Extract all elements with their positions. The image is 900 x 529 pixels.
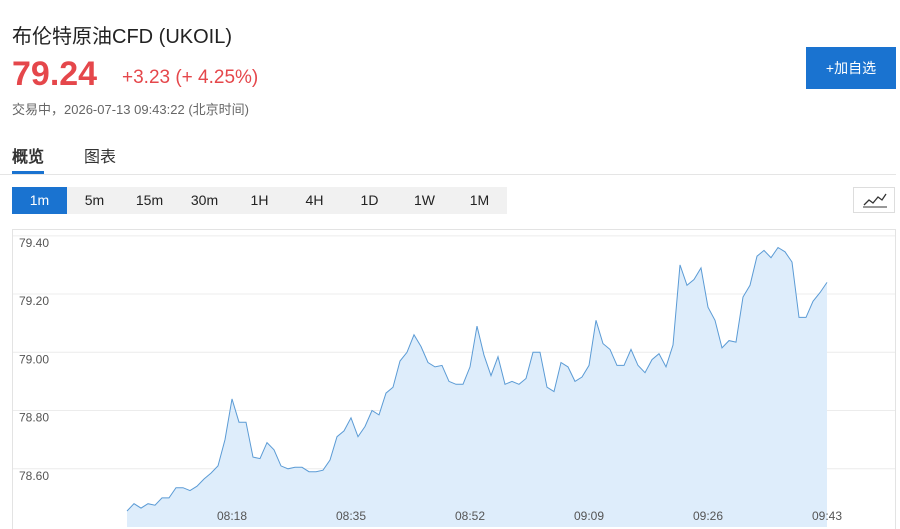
chart-frame [12, 229, 896, 529]
interval-button[interactable]: 1W [414, 192, 435, 208]
y-tick-label: 79.00 [19, 352, 49, 366]
x-tick-label: 08:52 [455, 509, 485, 523]
interval-button[interactable]: 1m [12, 187, 67, 214]
y-tick-label: 79.20 [19, 294, 49, 308]
price-line [126, 246, 828, 512]
chart-icon [863, 193, 887, 208]
x-tick-label: 09:43 [812, 509, 842, 523]
y-tick-label: 78.80 [19, 411, 49, 425]
tab-indicator [12, 171, 44, 174]
tab-divider [0, 174, 896, 175]
watchlist-button[interactable]: +加自选 [806, 47, 896, 89]
chart-type-button[interactable] [853, 187, 895, 213]
interval-button[interactable]: 1M [469, 192, 490, 208]
interval-button[interactable]: 30m [190, 192, 219, 208]
x-tick-label: 08:35 [336, 509, 366, 523]
interval-button[interactable]: 1H [250, 192, 269, 208]
price: 79.24 [12, 55, 98, 93]
title: 布伦特原油CFD (UKOIL) [12, 26, 232, 48]
x-tick-label: 08:18 [217, 509, 247, 523]
interval-button[interactable]: 5m [84, 192, 105, 208]
interval-bar [12, 187, 507, 214]
tab[interactable]: 图表 [84, 149, 117, 166]
area-fill [127, 247, 827, 527]
y-tick-label: 78.60 [19, 469, 49, 483]
change: +3.23 (+ 4.25%) [122, 67, 258, 89]
y-tick-label: 79.40 [19, 236, 49, 250]
x-tick-label: 09:26 [693, 509, 723, 523]
interval-button[interactable]: 4H [305, 192, 324, 208]
tab[interactable]: 概览 [12, 149, 45, 166]
interval-button[interactable]: 15m [135, 192, 164, 208]
status: 交易中，2026-07-13 09:43:22 (北京时间) [12, 102, 249, 117]
x-tick-label: 09:09 [574, 509, 604, 523]
interval-button[interactable]: 1D [360, 192, 379, 208]
change-abs: +3.23 [122, 67, 171, 88]
change-pct: (+ 4.25%) [175, 67, 259, 88]
